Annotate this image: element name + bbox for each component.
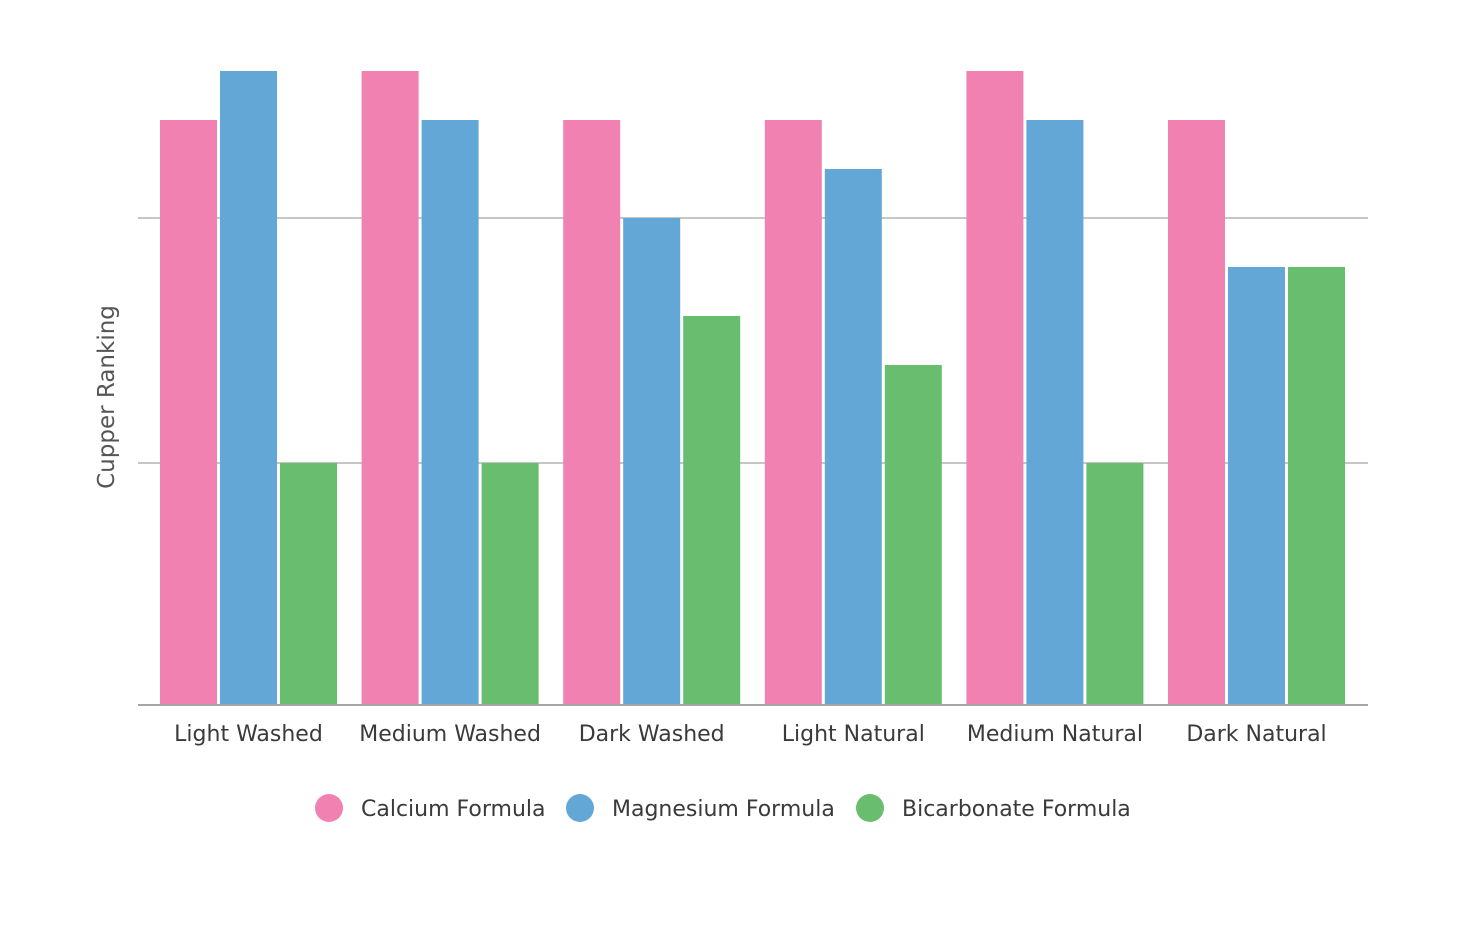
bar-dark-washed-calcium-formula xyxy=(563,120,621,705)
legend-swatch xyxy=(566,794,594,822)
x-tick-label: Dark Natural xyxy=(1186,722,1326,747)
bar-light-natural-calcium-formula xyxy=(764,120,822,705)
y-axis-title: Cupper Ranking xyxy=(94,305,120,489)
bar-dark-washed-magnesium-formula xyxy=(623,218,681,705)
bar-medium-washed-magnesium-formula xyxy=(421,120,479,705)
bar-light-washed-magnesium-formula xyxy=(220,71,277,705)
bar-medium-natural-calcium-formula xyxy=(966,71,1024,705)
x-tick-label: Medium Natural xyxy=(967,722,1143,747)
x-tick-label: Dark Washed xyxy=(579,722,725,747)
x-tick-label: Medium Washed xyxy=(359,722,541,747)
bar-dark-natural-bicarbonate-formula xyxy=(1288,267,1345,705)
bars xyxy=(160,71,1345,705)
bar-dark-washed-bicarbonate-formula xyxy=(683,316,741,705)
legend: Calcium Formula Magnesium Formula Bicarbon… xyxy=(315,794,1131,822)
legend-swatch xyxy=(315,794,343,822)
bar-dark-natural-calcium-formula xyxy=(1168,120,1225,705)
bar-light-natural-bicarbonate-formula xyxy=(884,365,942,705)
x-tick-label: Light Natural xyxy=(782,722,925,747)
legend-label: Magnesium Formula xyxy=(612,797,835,822)
legend-swatch xyxy=(856,794,884,822)
legend-label: Bicarbonate Formula xyxy=(902,797,1131,822)
bar-light-washed-bicarbonate-formula xyxy=(280,463,337,705)
bar-medium-natural-bicarbonate-formula xyxy=(1086,463,1144,705)
bar-medium-washed-calcium-formula xyxy=(361,71,419,705)
bar-light-washed-calcium-formula xyxy=(160,120,217,705)
bar-medium-natural-magnesium-formula xyxy=(1026,120,1084,705)
bar-dark-natural-magnesium-formula xyxy=(1228,267,1285,705)
bar-light-natural-magnesium-formula xyxy=(824,169,882,705)
x-axis: Light Washed Medium Washed Dark Washed Ligh… xyxy=(138,704,1368,747)
x-tick-label: Light Washed xyxy=(174,722,323,747)
gridlines xyxy=(138,217,1368,464)
bar-medium-washed-bicarbonate-formula xyxy=(481,463,539,705)
legend-label: Calcium Formula xyxy=(361,797,546,822)
